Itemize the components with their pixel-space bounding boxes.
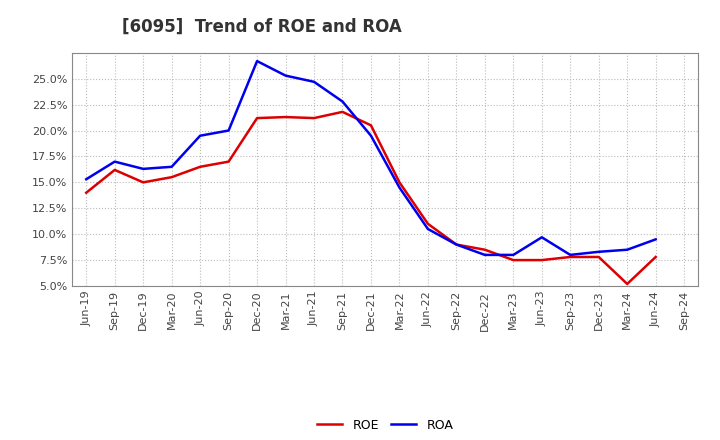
ROA: [595, 249, 603, 254]
Line: ROE: ROE: [86, 112, 656, 284]
Text: [6095]  Trend of ROE and ROA: [6095] Trend of ROE and ROA: [122, 18, 402, 36]
ROE: [566, 254, 575, 260]
ROE: [423, 221, 432, 227]
ROA: [338, 99, 347, 104]
ROA: [366, 133, 375, 138]
ROE: [480, 247, 489, 253]
ROE: [509, 257, 518, 263]
ROA: [452, 242, 461, 247]
Line: ROA: ROA: [86, 61, 656, 255]
ROA: [652, 237, 660, 242]
ROA: [623, 247, 631, 253]
ROA: [139, 166, 148, 172]
ROE: [82, 190, 91, 195]
ROA: [395, 185, 404, 190]
ROA: [509, 252, 518, 257]
ROE: [110, 167, 119, 172]
ROA: [167, 164, 176, 169]
ROA: [566, 252, 575, 257]
ROE: [310, 115, 318, 121]
ROE: [167, 175, 176, 180]
ROE: [366, 123, 375, 128]
ROE: [225, 159, 233, 164]
ROA: [310, 79, 318, 84]
ROE: [282, 114, 290, 120]
Legend: ROE, ROA: ROE, ROA: [312, 414, 458, 436]
ROE: [395, 180, 404, 185]
ROE: [338, 109, 347, 114]
ROE: [537, 257, 546, 263]
ROA: [196, 133, 204, 138]
ROA: [82, 176, 91, 182]
ROE: [253, 115, 261, 121]
ROA: [282, 73, 290, 78]
ROA: [225, 128, 233, 133]
ROE: [595, 254, 603, 260]
ROA: [537, 235, 546, 240]
ROE: [623, 281, 631, 286]
ROA: [423, 226, 432, 231]
ROA: [253, 59, 261, 64]
ROE: [196, 164, 204, 169]
ROE: [652, 254, 660, 260]
ROA: [110, 159, 119, 164]
ROA: [480, 252, 489, 257]
ROE: [139, 180, 148, 185]
ROE: [452, 242, 461, 247]
